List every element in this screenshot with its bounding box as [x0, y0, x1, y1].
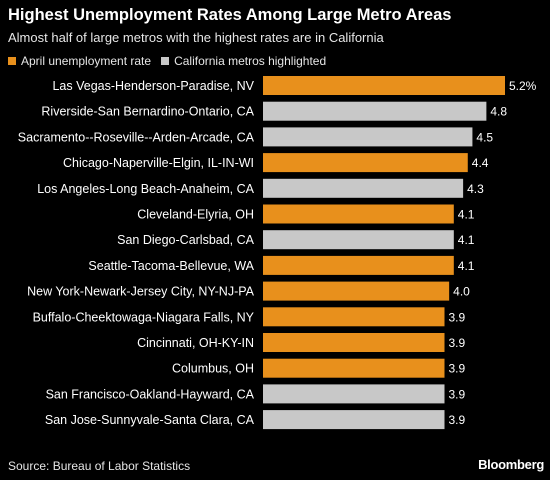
legend-item-california: California metros highlighted — [161, 54, 326, 68]
bar-chart: Las Vegas-Henderson-Paradise, NV 5.2% Rive… — [18, 76, 537, 430]
value-label: 3.9 — [449, 310, 466, 324]
category-label: San Jose-Sunnyvale-Santa Clara, CA — [45, 413, 255, 427]
bar — [263, 153, 468, 173]
bar — [263, 127, 473, 147]
value-label: 4.3 — [467, 182, 484, 196]
legend-item-april-rate: April unemployment rate — [8, 54, 151, 68]
category-label: Cincinnati, OH-KY-IN — [137, 336, 254, 350]
value-label: 3.9 — [449, 362, 466, 376]
value-label: 3.9 — [449, 336, 466, 350]
category-label: New York-Newark-Jersey City, NY-NJ-PA — [27, 285, 255, 299]
value-label: 3.9 — [449, 387, 466, 401]
value-label: 5.2% — [509, 79, 537, 93]
bar — [263, 255, 454, 275]
chart-subtitle: Almost half of large metros with the hig… — [8, 30, 384, 45]
category-label: San Francisco-Oakland-Hayward, CA — [46, 387, 255, 401]
value-label: 4.4 — [472, 156, 489, 170]
category-label: San Diego-Carlsbad, CA — [117, 233, 255, 247]
value-label: 4.1 — [458, 208, 475, 222]
legend-swatch-orange — [8, 57, 16, 65]
bar — [263, 307, 445, 327]
bar — [263, 410, 445, 430]
value-label: 4.1 — [458, 233, 475, 247]
category-label: Buffalo-Cheektowaga-Niagara Falls, NY — [33, 310, 255, 324]
bloomberg-logo: Bloomberg — [478, 457, 544, 472]
legend-swatch-gray — [161, 57, 170, 65]
bar — [263, 101, 487, 121]
bar — [263, 230, 454, 250]
category-label: Seattle-Tacoma-Bellevue, WA — [88, 259, 254, 273]
value-label: 4.1 — [458, 259, 475, 273]
value-label: 4.0 — [453, 285, 470, 299]
category-label: Chicago-Naperville-Elgin, IL-IN-WI — [63, 156, 254, 170]
chart-title: Highest Unemployment Rates Among Large M… — [8, 6, 452, 24]
bar — [263, 333, 445, 352]
category-label: Cleveland-Elyria, OH — [137, 208, 254, 222]
category-label: Sacramento--Roseville--Arden-Arcade, CA — [18, 130, 255, 144]
bar — [263, 204, 454, 224]
value-label: 3.9 — [449, 413, 466, 427]
bar — [263, 178, 464, 198]
category-label: Columbus, OH — [172, 362, 254, 376]
category-label: Las Vegas-Henderson-Paradise, NV — [52, 79, 254, 93]
bar — [263, 358, 445, 378]
bar — [263, 384, 445, 404]
value-label: 4.8 — [490, 105, 507, 119]
bar — [263, 76, 505, 95]
category-label: Riverside-San Bernardino-Ontario, CA — [41, 105, 254, 119]
category-label: Los Angeles-Long Beach-Anaheim, CA — [37, 182, 254, 196]
legend-label-april-rate: April unemployment rate — [21, 54, 152, 68]
bar — [263, 281, 450, 301]
value-label: 4.5 — [476, 130, 493, 144]
legend-label-california: California metros highlighted — [174, 54, 327, 68]
legend: April unemployment rate California metro… — [8, 54, 336, 68]
source-note: Source: Bureau of Labor Statistics — [8, 459, 191, 473]
